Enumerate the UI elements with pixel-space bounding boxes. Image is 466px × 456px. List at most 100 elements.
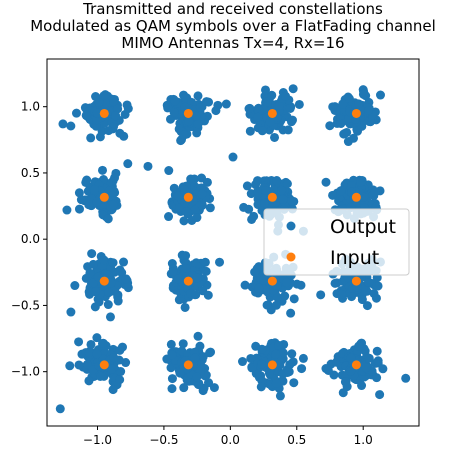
output-point bbox=[261, 85, 270, 94]
output-point bbox=[215, 258, 224, 267]
output-point bbox=[85, 348, 94, 357]
output-point bbox=[95, 98, 104, 107]
output-point bbox=[182, 264, 191, 273]
output-point bbox=[253, 113, 262, 122]
output-point bbox=[70, 281, 79, 290]
output-point bbox=[401, 374, 410, 383]
output-point bbox=[229, 153, 238, 162]
output-point bbox=[204, 98, 213, 107]
output-point bbox=[182, 207, 191, 216]
output-point bbox=[271, 350, 280, 359]
output-point bbox=[89, 260, 98, 269]
output-point bbox=[372, 294, 381, 303]
legend-label-output: Output bbox=[330, 216, 396, 238]
output-point bbox=[72, 109, 81, 118]
output-point bbox=[289, 84, 298, 93]
output-point bbox=[258, 126, 267, 135]
output-point bbox=[359, 90, 368, 99]
y-tick-label: −0.5 bbox=[11, 298, 40, 312]
y-tick-label: 1.0 bbox=[21, 100, 40, 114]
y-tick-label: 0.5 bbox=[21, 166, 40, 180]
output-point bbox=[322, 178, 331, 187]
output-point bbox=[299, 354, 308, 363]
output-point bbox=[361, 287, 370, 296]
output-point bbox=[243, 181, 252, 190]
output-point bbox=[174, 274, 183, 283]
output-point bbox=[365, 354, 374, 363]
output-point bbox=[263, 301, 272, 310]
output-point bbox=[222, 100, 231, 109]
output-point bbox=[85, 269, 94, 278]
output-point bbox=[74, 337, 83, 346]
input-point bbox=[352, 360, 361, 369]
output-point bbox=[109, 385, 118, 394]
output-point bbox=[66, 122, 75, 131]
output-point bbox=[99, 255, 108, 264]
output-point bbox=[119, 258, 128, 267]
output-point bbox=[358, 295, 367, 304]
output-point bbox=[192, 213, 201, 222]
output-point bbox=[143, 162, 152, 171]
output-point bbox=[364, 278, 373, 287]
output-point bbox=[199, 352, 208, 361]
output-point bbox=[356, 178, 365, 187]
output-point bbox=[257, 382, 266, 391]
output-point bbox=[65, 361, 74, 370]
output-point bbox=[109, 258, 118, 267]
x-tick-label: −1.0 bbox=[83, 433, 112, 447]
output-point bbox=[250, 268, 259, 277]
x-tick-label: 0.0 bbox=[221, 433, 240, 447]
input-point bbox=[268, 360, 277, 369]
output-point bbox=[290, 294, 299, 303]
output-point bbox=[345, 94, 354, 103]
output-point bbox=[104, 288, 113, 297]
input-point bbox=[184, 193, 193, 202]
output-point bbox=[56, 404, 65, 413]
output-point bbox=[337, 290, 346, 299]
output-point bbox=[257, 360, 266, 369]
output-point bbox=[106, 312, 115, 321]
output-point bbox=[289, 357, 298, 366]
input-point bbox=[100, 109, 109, 118]
output-point bbox=[336, 186, 345, 195]
output-point bbox=[204, 291, 213, 300]
output-point bbox=[272, 379, 281, 388]
output-point bbox=[164, 166, 173, 175]
output-point bbox=[316, 290, 325, 299]
x-tick-label: −0.5 bbox=[149, 433, 178, 447]
input-point bbox=[100, 193, 109, 202]
output-point bbox=[249, 212, 258, 221]
output-point bbox=[201, 258, 210, 267]
output-point bbox=[191, 290, 200, 299]
output-point bbox=[192, 372, 201, 381]
output-point bbox=[272, 176, 281, 185]
output-point bbox=[287, 117, 296, 126]
output-point bbox=[265, 369, 274, 378]
output-point bbox=[75, 205, 84, 214]
output-point bbox=[375, 390, 384, 399]
output-point bbox=[62, 206, 71, 215]
output-point bbox=[241, 281, 250, 290]
output-point bbox=[167, 340, 176, 349]
output-point bbox=[259, 275, 268, 284]
output-point bbox=[111, 111, 120, 120]
output-point bbox=[184, 117, 193, 126]
output-point bbox=[104, 126, 113, 135]
output-point bbox=[289, 378, 298, 387]
output-point bbox=[296, 281, 305, 290]
input-point bbox=[184, 360, 193, 369]
output-point bbox=[115, 375, 124, 384]
legend-label-input: Input bbox=[330, 247, 379, 269]
output-point bbox=[101, 90, 110, 99]
output-point bbox=[168, 374, 177, 383]
output-point bbox=[287, 349, 296, 358]
output-point bbox=[260, 199, 269, 208]
output-point bbox=[295, 100, 304, 109]
output-point bbox=[164, 212, 173, 221]
output-point bbox=[206, 203, 215, 212]
output-point bbox=[281, 92, 290, 101]
y-tick-label: −1.0 bbox=[11, 365, 40, 379]
output-point bbox=[354, 342, 363, 351]
